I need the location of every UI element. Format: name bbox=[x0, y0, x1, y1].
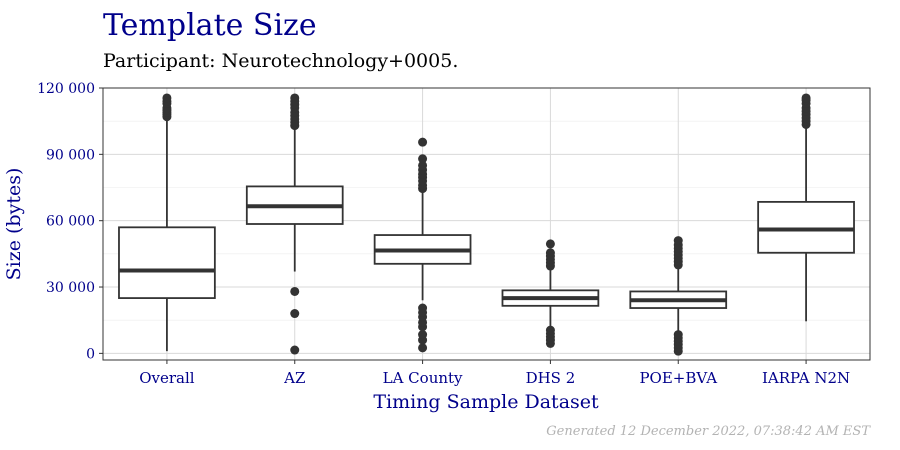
box-group-az bbox=[245, 93, 344, 355]
axis-layer: 0 30 000 60 000 90 000 120 000 Overall AZ LA Co… bbox=[37, 81, 850, 387]
x-tick-label: AZ bbox=[283, 369, 305, 387]
y-tick-label: 60 000 bbox=[46, 214, 95, 230]
chart-title: Template Size bbox=[103, 8, 317, 43]
generated-timestamp: Generated 12 December 2022, 07:38:42 AM … bbox=[546, 424, 870, 439]
x-tick-label: Overall bbox=[139, 369, 195, 387]
outlier-point bbox=[418, 160, 428, 170]
outlier-point bbox=[290, 309, 300, 319]
x-tick-label: POE+BVA bbox=[639, 369, 717, 387]
y-axis-title: Size (bytes) bbox=[3, 168, 25, 281]
grid-layer bbox=[103, 87, 870, 360]
y-tick-label: 30 000 bbox=[46, 280, 95, 296]
chart-subtitle: Participant: Neurotechnology+0005. bbox=[103, 50, 459, 72]
outlier-point bbox=[290, 345, 300, 355]
y-tick-label: 0 bbox=[86, 346, 95, 362]
y-tick-label: 120 000 bbox=[37, 81, 95, 97]
outlier-point bbox=[673, 330, 683, 340]
outlier-point bbox=[290, 286, 300, 296]
outlier-point bbox=[545, 248, 555, 258]
outlier-point bbox=[290, 93, 300, 103]
x-axis-title: Timing Sample Dataset bbox=[373, 391, 599, 413]
outlier-point bbox=[801, 93, 811, 103]
box-group-la-county bbox=[373, 137, 472, 353]
outlier-point bbox=[545, 239, 555, 249]
x-tick-label: IARPA N2N bbox=[762, 369, 850, 387]
outlier-point bbox=[673, 236, 683, 246]
y-tick-label: 90 000 bbox=[46, 147, 95, 163]
outlier-point bbox=[418, 303, 428, 313]
box-group-iarpa-n2n bbox=[757, 93, 855, 322]
iqr-box bbox=[757, 200, 855, 254]
outlier-point bbox=[545, 325, 555, 335]
outlier-point bbox=[418, 330, 428, 340]
box-group-poe-bva bbox=[629, 236, 728, 356]
box-group-overall bbox=[118, 93, 216, 352]
panel-border bbox=[102, 87, 871, 361]
outlier-point bbox=[418, 343, 428, 353]
outlier-point bbox=[418, 137, 428, 147]
x-tick-label: LA County bbox=[383, 369, 463, 387]
iqr-box bbox=[118, 226, 216, 299]
box-layer bbox=[118, 93, 855, 356]
outlier-point bbox=[162, 93, 172, 103]
box-group-dhs-2 bbox=[501, 239, 600, 348]
x-tick-label: DHS 2 bbox=[526, 369, 576, 387]
outlier-point bbox=[418, 154, 428, 164]
